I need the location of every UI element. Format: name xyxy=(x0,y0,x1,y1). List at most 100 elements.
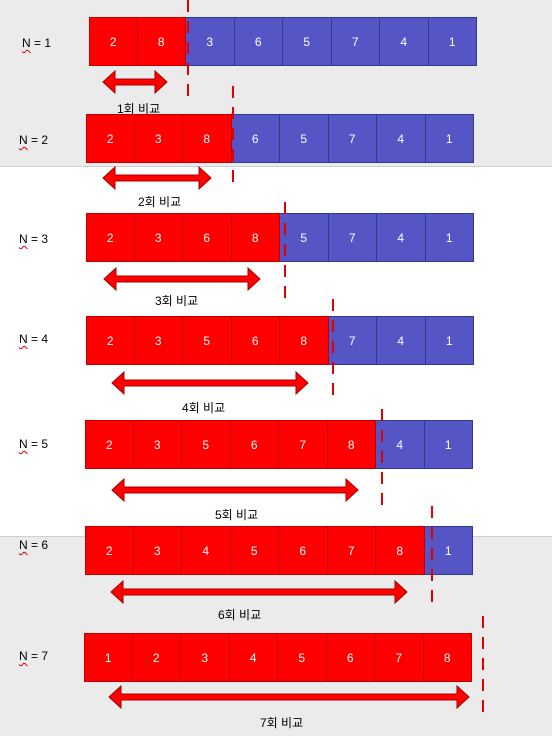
step-label-n: N xyxy=(19,649,28,663)
comparison-arrow xyxy=(102,165,212,191)
sorted-cell: 8 xyxy=(280,316,329,365)
comparison-caption: 1회 비교 xyxy=(117,102,161,116)
sorted-cell: 5 xyxy=(278,633,327,682)
sorted-cell: 8 xyxy=(423,633,472,682)
sorted-cell: 4 xyxy=(182,526,231,575)
step-label-value: = 1 xyxy=(30,36,52,50)
sorted-cell: 2 xyxy=(86,114,135,163)
unsorted-cell: 5 xyxy=(280,213,329,262)
sorted-cell: 3 xyxy=(134,316,183,365)
sorted-cell: 5 xyxy=(183,316,232,365)
comparison-arrow xyxy=(111,370,309,396)
step-label: N = 1 xyxy=(22,36,51,50)
comparison-caption: 2회 비교 xyxy=(138,195,182,209)
step-label-value: = 5 xyxy=(27,437,49,451)
sorted-cell: 6 xyxy=(183,213,232,262)
unsorted-cell: 1 xyxy=(424,420,473,469)
step-label: N = 2 xyxy=(19,133,48,147)
comparison-caption: 3회 비교 xyxy=(155,294,199,308)
step-label-n: N xyxy=(19,232,28,246)
sorted-cell: 6 xyxy=(279,526,328,575)
sorted-cell: 2 xyxy=(86,316,135,365)
unsorted-cell: 7 xyxy=(331,17,380,66)
sorted-cell: 7 xyxy=(327,526,376,575)
unsorted-cell: 5 xyxy=(283,17,332,66)
unsorted-cell: 1 xyxy=(425,316,474,365)
sorted-cell: 4 xyxy=(229,633,278,682)
step-label-n: N xyxy=(22,36,31,50)
sorted-cell: 5 xyxy=(182,420,231,469)
unsorted-cell: 4 xyxy=(377,316,426,365)
step-label: N = 3 xyxy=(19,232,48,246)
step-label: N = 6 xyxy=(19,538,48,552)
sorted-cell: 2 xyxy=(89,17,138,66)
comparison-caption: 5회 비교 xyxy=(215,508,259,522)
sorted-cell: 3 xyxy=(133,420,182,469)
sorted-cell: 1 xyxy=(84,633,133,682)
sorted-cell: 8 xyxy=(327,420,376,469)
sorted-cell: 3 xyxy=(134,213,183,262)
unsorted-cell: 7 xyxy=(328,114,377,163)
sorted-cell: 7 xyxy=(375,633,424,682)
sorted-cell: 6 xyxy=(231,316,280,365)
comparison-arrow xyxy=(108,684,470,710)
comparison-caption: 7회 비교 xyxy=(260,716,304,730)
sorted-cell: 3 xyxy=(134,114,183,163)
sorted-cell: 3 xyxy=(133,526,182,575)
sorted-cell: 6 xyxy=(230,420,279,469)
boundary-dashed-line xyxy=(284,202,286,298)
sorted-cell: 6 xyxy=(326,633,375,682)
unsorted-cell: 3 xyxy=(186,17,235,66)
comparison-arrow xyxy=(103,266,261,292)
step-label-value: = 3 xyxy=(27,232,49,246)
unsorted-cell: 4 xyxy=(377,213,426,262)
unsorted-cell: 7 xyxy=(328,316,377,365)
step-label-n: N xyxy=(19,437,28,451)
unsorted-cell: 4 xyxy=(377,114,426,163)
step-label-n: N xyxy=(19,133,28,147)
comparison-arrow xyxy=(102,69,168,95)
unsorted-cell: 5 xyxy=(280,114,329,163)
sorted-cell: 2 xyxy=(85,420,134,469)
sorted-cell: 2 xyxy=(86,213,135,262)
boundary-dashed-line xyxy=(332,299,334,395)
step-label-value: = 2 xyxy=(27,133,49,147)
unsorted-cell: 6 xyxy=(234,17,283,66)
sorted-cell: 3 xyxy=(181,633,230,682)
sorted-cell: 8 xyxy=(231,213,280,262)
step-label-value: = 6 xyxy=(27,538,49,552)
sorted-cell: 8 xyxy=(183,114,232,163)
boundary-dashed-line xyxy=(187,0,189,96)
comparison-arrow xyxy=(110,579,408,605)
step-label-n: N xyxy=(19,332,28,346)
unsorted-cell: 1 xyxy=(425,213,474,262)
boundary-dashed-line xyxy=(381,409,383,505)
unsorted-cell: 4 xyxy=(380,17,429,66)
step-label: N = 4 xyxy=(19,332,48,346)
sorted-cell: 2 xyxy=(85,526,134,575)
step-label-value: = 7 xyxy=(27,649,49,663)
boundary-dashed-line xyxy=(232,86,234,184)
unsorted-cell: 1 xyxy=(428,17,477,66)
boundary-dashed-line xyxy=(482,616,484,712)
unsorted-cell: 1 xyxy=(425,114,474,163)
sorted-cell: 8 xyxy=(137,17,186,66)
unsorted-cell: 4 xyxy=(376,420,425,469)
sorted-cell: 8 xyxy=(376,526,425,575)
step-label-n: N xyxy=(19,538,28,552)
comparison-caption: 6회 비교 xyxy=(218,608,262,622)
sorted-cell: 7 xyxy=(279,420,328,469)
step-label: N = 7 xyxy=(19,649,48,663)
sorted-cell: 5 xyxy=(230,526,279,575)
comparison-arrow xyxy=(111,477,359,503)
boundary-dashed-line xyxy=(431,506,433,602)
sorted-cell: 2 xyxy=(132,633,181,682)
step-label-value: = 4 xyxy=(27,332,49,346)
